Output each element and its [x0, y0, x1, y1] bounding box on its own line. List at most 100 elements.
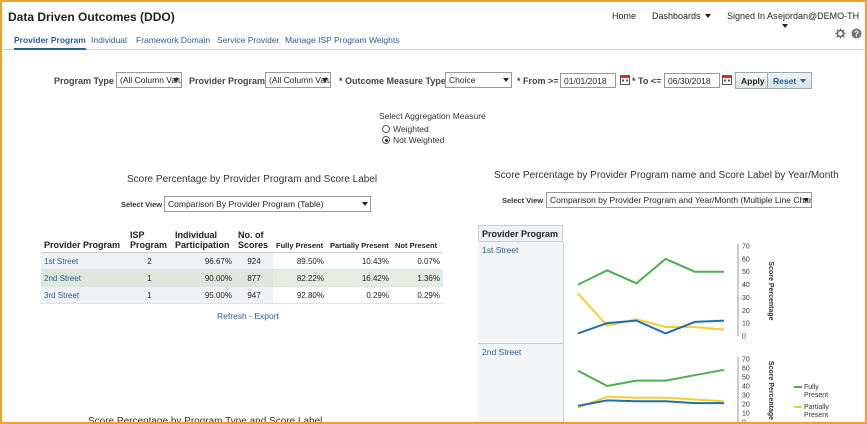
tab-service-provider[interactable]: Service Provider — [217, 35, 280, 45]
legend-label: Partially — [804, 404, 829, 411]
provider-program-select[interactable]: (All Column Values) — [265, 72, 331, 88]
chart-column-header: Provider Program — [478, 225, 563, 242]
series-line-partially-present — [577, 292, 725, 331]
outcome-measure-select[interactable]: Choice — [445, 72, 512, 88]
y-tick-label: 0 — [742, 420, 746, 424]
series-line-partially-present — [577, 395, 725, 409]
gear-icon[interactable] — [835, 28, 846, 39]
radio-icon[interactable] — [382, 136, 390, 144]
reset-button[interactable]: Reset — [767, 72, 813, 89]
dashboards-label: Dashboards — [652, 11, 701, 21]
col-header-isp-program[interactable]: ISP Program — [127, 228, 172, 253]
filter-bar: Program Type (All Column Values) Provide… — [2, 72, 865, 90]
cell-participation: 90.00% — [172, 269, 235, 287]
y-tick-label: 0 — [742, 334, 746, 341]
tab-framework-domain[interactable]: Framework Domain — [136, 35, 211, 45]
refresh-link[interactable]: Refresh — [217, 311, 247, 321]
y-tick-label: 70 — [742, 357, 750, 364]
cell-no-of-scores: 877 — [235, 269, 273, 287]
tab-manage-isp-weights[interactable]: Manage ISP Program Weights — [285, 35, 400, 45]
legend-label: Present — [804, 412, 828, 419]
series-line-fully-present — [577, 257, 724, 286]
chevron-down-icon — [800, 79, 807, 83]
signed-in-label: Signed In As — [727, 11, 778, 21]
tab-provider-program[interactable]: Provider Program — [14, 35, 86, 50]
cell-isp-program: 2 — [127, 252, 172, 270]
y-tick-label: 20 — [742, 308, 750, 315]
cell-not-present: 0.07% — [392, 252, 443, 270]
y-tick-label: 60 — [742, 366, 750, 373]
tab-individual[interactable]: Individual — [91, 35, 127, 45]
series-line-not-present — [577, 399, 724, 407]
cell-participation: 95.00% — [172, 286, 235, 304]
left-select-view-label: Select View — [121, 200, 163, 209]
radio-not-weighted[interactable]: Not Weighted — [382, 135, 444, 145]
cell-partially-present: 0.29% — [327, 286, 392, 304]
y-tick-label: 60 — [742, 256, 750, 263]
calendar-icon[interactable] — [620, 74, 630, 85]
y-tick-label: 40 — [742, 282, 750, 289]
col-header-no-of-scores[interactable]: No. of Scores — [235, 228, 273, 253]
help-icon[interactable]: ? — [851, 28, 862, 39]
radio-weighted-label: Weighted — [393, 124, 429, 134]
apply-button[interactable]: Apply — [735, 72, 771, 89]
chevron-down-icon — [362, 202, 368, 206]
bottom-section-title: Score Percentage by Program Type and Sco… — [88, 416, 323, 424]
user-name: ejordan@DEMO-TH — [778, 11, 860, 21]
col-header-fully-present[interactable]: Fully Present — [273, 228, 327, 253]
table-header-row: Provider Program ISP Program Individual … — [41, 228, 443, 253]
row-provider-link[interactable]: 3rd Street — [41, 286, 127, 304]
cell-no-of-scores: 947 — [235, 286, 273, 304]
radio-icon[interactable] — [382, 125, 390, 133]
calendar-icon[interactable] — [722, 74, 732, 85]
right-select-view-value: Comparison by Provider Program and Year/… — [550, 195, 812, 205]
chevron-down-icon — [803, 198, 809, 202]
chart-row-2: 2nd Street — [478, 344, 564, 422]
col-header-individual-participation[interactable]: Individual Participation — [172, 228, 235, 253]
table-row: 2nd Street 1 90.00% 877 82.22% 16.42% 1.… — [41, 269, 443, 287]
y-tick-label: 50 — [742, 269, 750, 276]
left-select-view-value: Comparison By Provider Program (Table) — [168, 199, 324, 209]
program-type-value: (All Column Values) — [120, 75, 181, 85]
table-row: 1st Street 2 96.67% 924 89.50% 10.43% 0.… — [41, 252, 443, 270]
cell-isp-program: 1 — [127, 269, 172, 287]
right-select-view[interactable]: Comparison by Provider Program and Year/… — [546, 192, 812, 208]
cell-not-present: 1.36% — [392, 269, 443, 287]
legend-label: Present — [804, 392, 828, 399]
y-tick-label: 40 — [742, 384, 750, 391]
program-type-select[interactable]: (All Column Values) — [116, 72, 182, 88]
chart-row-label[interactable]: 2nd Street — [482, 347, 522, 357]
right-section-title: Score Percentage by Provider Program nam… — [494, 170, 839, 181]
col-header-not-present[interactable]: Not Present — [392, 228, 443, 253]
export-link[interactable]: Export — [254, 311, 279, 321]
cell-participation: 96.67% — [172, 252, 235, 270]
dashboard-tabs: Provider Program Individual Framework Do… — [2, 32, 865, 50]
chevron-down-icon — [322, 78, 328, 82]
to-date-input[interactable]: 06/30/2018 — [664, 73, 720, 88]
table-links: Refresh - Export — [217, 311, 279, 321]
dashboards-menu[interactable]: Dashboards — [652, 11, 711, 21]
radio-weighted[interactable]: Weighted — [382, 124, 429, 134]
provider-program-value: (All Column Values) — [269, 75, 330, 85]
y-tick-label: 50 — [742, 375, 750, 382]
cell-partially-present: 10.43% — [327, 252, 392, 270]
aggregation-label: Select Aggregation Measure — [379, 111, 486, 121]
row-provider-link[interactable]: 1st Street — [41, 252, 127, 270]
cell-partially-present: 16.42% — [327, 269, 392, 287]
y-tick-label: 20 — [742, 402, 750, 409]
col-header-provider-program[interactable]: Provider Program — [41, 228, 127, 253]
home-link[interactable]: Home — [612, 11, 637, 21]
chevron-down-icon — [503, 78, 509, 82]
right-select-view-label: Select View — [502, 196, 544, 205]
cell-not-present: 0.29% — [392, 286, 443, 304]
col-header-partially-present[interactable]: Partially Present — [327, 228, 392, 253]
svg-text:?: ? — [854, 29, 859, 38]
left-select-view[interactable]: Comparison By Provider Program (Table) — [164, 196, 371, 212]
from-label: * From >= — [517, 76, 559, 86]
y-tick-label: 70 — [742, 244, 750, 251]
user-menu[interactable]: ejordan@DEMO-TH — [778, 11, 865, 31]
from-date-input[interactable]: 01/01/2018 — [560, 73, 616, 88]
row-provider-link[interactable]: 2nd Street — [41, 269, 127, 287]
chart-row-label[interactable]: 1st Street — [482, 245, 519, 255]
provider-program-label: Provider Program — [189, 76, 266, 86]
